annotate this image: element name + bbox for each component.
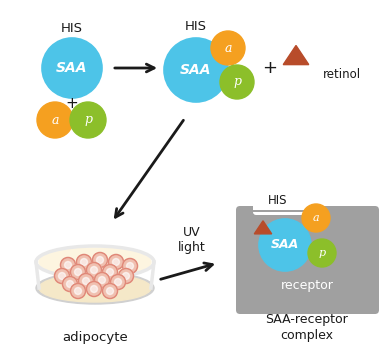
Circle shape [62,276,77,292]
Text: UV
light: UV light [178,226,206,255]
Circle shape [113,258,119,265]
Text: p: p [318,248,326,258]
Circle shape [308,239,336,267]
Circle shape [106,269,113,275]
Circle shape [93,252,108,268]
Circle shape [80,258,87,265]
Circle shape [95,273,110,287]
Circle shape [87,281,101,297]
Text: HIS: HIS [61,22,83,35]
Circle shape [90,267,98,274]
Text: a: a [51,114,59,126]
Circle shape [126,263,134,269]
Circle shape [67,281,74,287]
Circle shape [61,257,75,273]
Text: +: + [262,59,278,77]
Text: SAA-receptor
complex: SAA-receptor complex [266,313,349,342]
FancyBboxPatch shape [253,179,317,215]
Text: SAA: SAA [56,61,88,75]
Circle shape [37,102,73,138]
Circle shape [115,279,121,286]
Circle shape [90,286,98,293]
Polygon shape [254,221,272,234]
Circle shape [75,269,82,275]
Text: SAA: SAA [271,239,299,251]
Circle shape [54,269,69,283]
Text: p: p [84,114,92,126]
Circle shape [42,38,102,98]
Circle shape [211,31,245,65]
Circle shape [98,276,105,283]
FancyBboxPatch shape [236,206,379,314]
Circle shape [77,255,92,269]
Ellipse shape [36,272,154,304]
Circle shape [302,204,330,232]
Text: +: + [65,96,79,110]
Polygon shape [283,46,309,65]
Circle shape [259,219,311,271]
Text: a: a [224,42,232,54]
Circle shape [79,274,93,288]
Text: HIS: HIS [185,19,207,32]
Circle shape [164,38,228,102]
Text: retinol: retinol [323,68,361,82]
Circle shape [70,283,85,299]
Text: adipocyte: adipocyte [62,331,128,345]
FancyBboxPatch shape [240,210,375,212]
Ellipse shape [39,274,151,302]
Circle shape [70,264,85,280]
Text: receptor: receptor [281,279,334,292]
Circle shape [87,263,101,277]
Circle shape [103,264,118,280]
Circle shape [59,273,65,280]
Circle shape [106,287,113,294]
Text: SAA: SAA [180,63,212,77]
Text: HIS: HIS [268,193,288,207]
Circle shape [97,257,103,263]
Circle shape [123,273,129,280]
Circle shape [82,277,90,285]
Circle shape [111,275,126,289]
Circle shape [220,65,254,99]
Circle shape [75,287,82,294]
Circle shape [118,269,134,283]
Circle shape [103,283,118,299]
Circle shape [123,258,137,274]
Text: p: p [233,76,241,89]
Ellipse shape [39,248,151,276]
Text: a: a [313,213,319,223]
Circle shape [70,102,106,138]
Circle shape [108,255,123,269]
Circle shape [64,262,72,269]
